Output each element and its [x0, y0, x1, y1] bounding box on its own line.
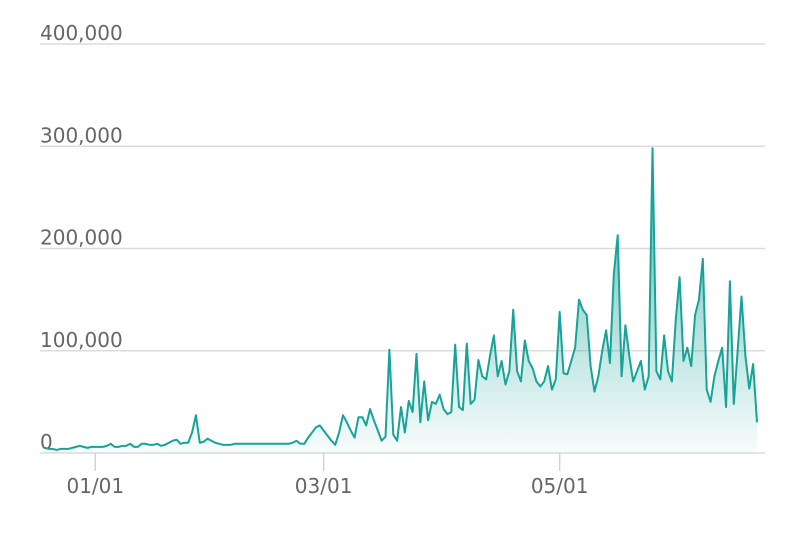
area: [45, 148, 757, 454]
y-tick-label: 400,000: [40, 21, 123, 45]
y-tick-label: 200,000: [40, 226, 123, 250]
line: [44, 147, 758, 451]
y-tick-label: 300,000: [40, 123, 123, 147]
y-tick-label: 100,000: [40, 328, 123, 352]
x-tick-label: 05/01: [531, 474, 589, 498]
x-tick-label: 01/01: [66, 474, 124, 498]
x-tick-label: 03/01: [295, 474, 353, 498]
